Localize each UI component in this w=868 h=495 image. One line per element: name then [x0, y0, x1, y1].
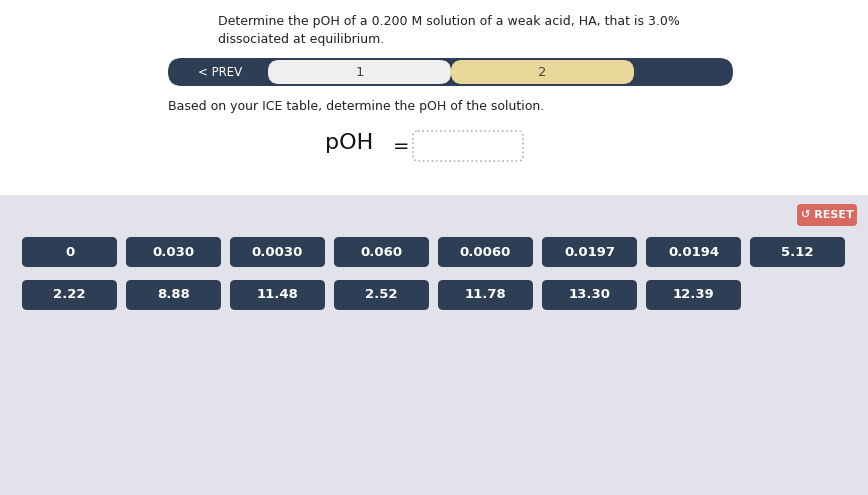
FancyBboxPatch shape	[126, 237, 221, 267]
FancyBboxPatch shape	[126, 280, 221, 310]
Text: 0.0060: 0.0060	[460, 246, 511, 258]
FancyBboxPatch shape	[797, 204, 857, 226]
Text: Determine the pOH of a 0.200 M solution of a weak acid, HA, that is 3.0%: Determine the pOH of a 0.200 M solution …	[218, 15, 680, 28]
Text: 1: 1	[355, 65, 364, 79]
Text: 0.0194: 0.0194	[668, 246, 719, 258]
FancyBboxPatch shape	[451, 60, 634, 84]
Text: 0.0197: 0.0197	[564, 246, 615, 258]
Text: 2.52: 2.52	[365, 289, 398, 301]
Text: 2: 2	[538, 65, 547, 79]
FancyBboxPatch shape	[334, 280, 429, 310]
FancyBboxPatch shape	[168, 58, 733, 86]
Text: 13.30: 13.30	[569, 289, 610, 301]
FancyBboxPatch shape	[750, 237, 845, 267]
FancyBboxPatch shape	[334, 237, 429, 267]
Text: 8.88: 8.88	[157, 289, 190, 301]
FancyBboxPatch shape	[646, 237, 741, 267]
Text: 0.030: 0.030	[153, 246, 194, 258]
Text: ↺ RESET: ↺ RESET	[800, 210, 853, 220]
Text: 11.48: 11.48	[257, 289, 299, 301]
FancyBboxPatch shape	[0, 0, 868, 195]
FancyBboxPatch shape	[438, 280, 533, 310]
Text: dissociated at equilibrium.: dissociated at equilibrium.	[218, 33, 385, 46]
Text: =: =	[393, 137, 410, 156]
FancyBboxPatch shape	[413, 131, 523, 161]
FancyBboxPatch shape	[22, 237, 117, 267]
Text: 5.12: 5.12	[781, 246, 814, 258]
FancyBboxPatch shape	[438, 237, 533, 267]
Text: 0.0030: 0.0030	[252, 246, 303, 258]
FancyBboxPatch shape	[230, 280, 325, 310]
Text: 12.39: 12.39	[673, 289, 714, 301]
FancyBboxPatch shape	[542, 237, 637, 267]
Text: 0: 0	[65, 246, 74, 258]
Text: 11.78: 11.78	[464, 289, 506, 301]
Text: Based on your ICE table, determine the pOH of the solution.: Based on your ICE table, determine the p…	[168, 100, 544, 113]
FancyBboxPatch shape	[0, 195, 868, 495]
Text: 2.22: 2.22	[53, 289, 86, 301]
FancyBboxPatch shape	[542, 280, 637, 310]
Text: pOH: pOH	[325, 133, 373, 153]
Text: 0.060: 0.060	[360, 246, 403, 258]
FancyBboxPatch shape	[268, 60, 451, 84]
FancyBboxPatch shape	[230, 237, 325, 267]
FancyBboxPatch shape	[22, 280, 117, 310]
FancyBboxPatch shape	[646, 280, 741, 310]
Text: < PREV: < PREV	[198, 65, 242, 79]
